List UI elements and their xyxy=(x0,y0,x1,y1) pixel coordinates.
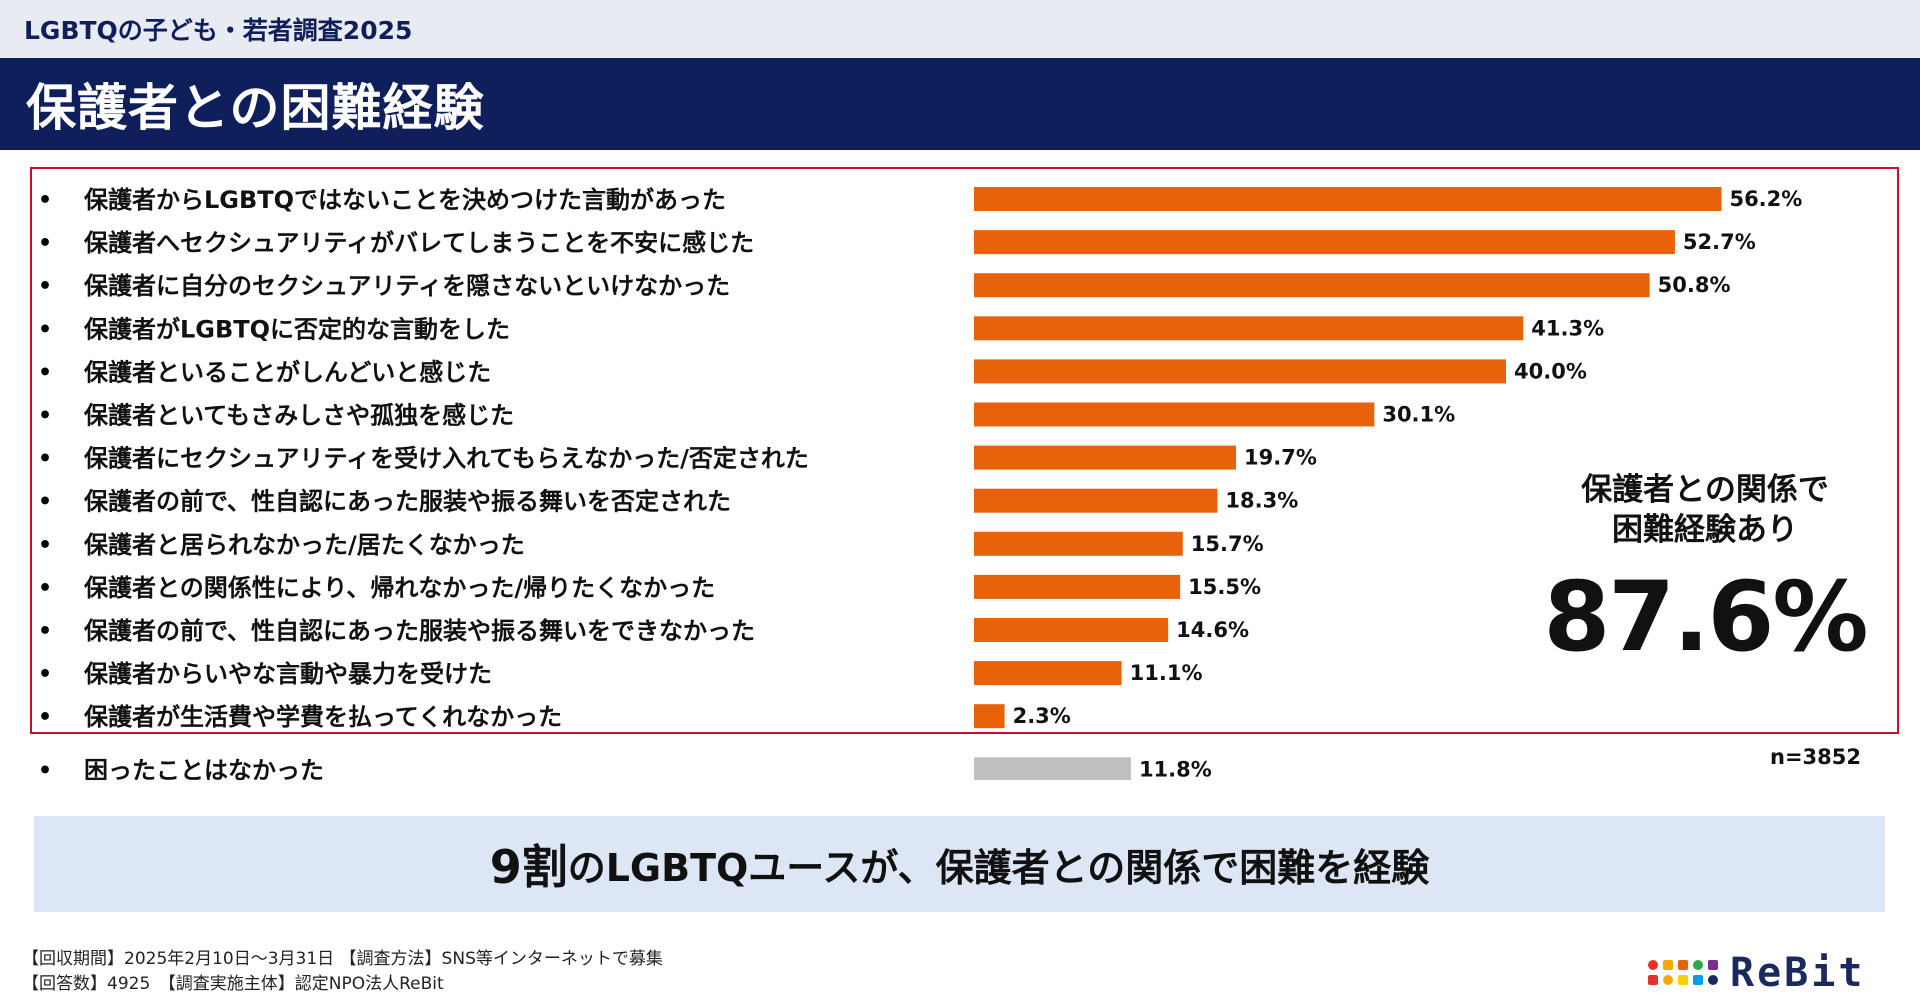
rebit-logo: ReBit xyxy=(1648,950,1865,996)
bar xyxy=(974,359,1506,384)
callout-line-1: 保護者との関係で xyxy=(1581,472,1829,508)
logo-dot xyxy=(1693,974,1703,985)
logo-dot xyxy=(1678,959,1688,970)
value-label: 41.3% xyxy=(1531,316,1604,340)
bullet-marker: • xyxy=(38,317,52,342)
bar xyxy=(974,531,1183,556)
value-label: 30.1% xyxy=(1382,403,1455,427)
category-label: 保護者といることがしんどいと感じた xyxy=(83,358,491,386)
bullet-marker: • xyxy=(38,447,52,472)
value-label: 15.7% xyxy=(1191,532,1264,556)
value-label: 56.2% xyxy=(1729,187,1802,211)
logo-dot xyxy=(1678,974,1688,985)
callout: 保護者との関係で 困難経験あり 87.6% xyxy=(1520,470,1890,672)
footer-collection-info: 【回収期間】2025年2月10日〜3月31日 【調査方法】SNS等インターネット… xyxy=(22,949,663,969)
category-label: 保護者にセクシュアリティを受け入れてもらえなかった/否定された xyxy=(83,445,809,473)
bar xyxy=(974,488,1218,513)
category-label: 保護者が生活費や学費を払ってくれなかった xyxy=(83,703,562,731)
logo-dot xyxy=(1663,974,1673,985)
bar xyxy=(974,574,1181,599)
logo-text: ReBit xyxy=(1730,950,1866,996)
logo-dot xyxy=(1648,959,1658,970)
category-label: 保護者と居られなかった/居たくなかった xyxy=(83,531,525,559)
value-label: 11.1% xyxy=(1130,661,1203,685)
bullet-marker: • xyxy=(38,619,52,644)
category-label: 保護者からいやな言動や暴力を受けた xyxy=(83,660,492,688)
bullet-marker: • xyxy=(38,490,52,515)
bar xyxy=(974,757,1131,780)
page-title: 保護者との困難経験 xyxy=(26,79,485,137)
category-label: 保護者といてもさみしさや孤独を感じた xyxy=(83,402,514,430)
survey-label: LGBTQの子ども・若者調査2025 xyxy=(24,16,413,45)
value-label: 15.5% xyxy=(1188,575,1261,599)
bar-chart: • 保護者からLGBTQではないことを決めつけた言動があった 56.2% • 保護者へセ… xyxy=(38,186,1802,780)
logo-dot xyxy=(1663,959,1673,970)
bar xyxy=(974,618,1169,642)
bullet-marker: • xyxy=(38,705,52,730)
callout-line-2: 困難経験あり xyxy=(1612,512,1798,548)
value-label: 40.0% xyxy=(1514,359,1587,383)
category-label: 保護者へセクシュアリティがバレてしまうことを不安に感じた xyxy=(83,229,754,257)
logo-dot xyxy=(1708,974,1718,985)
category-label: 保護者との関係性により、帰れなかった/帰りたくなかった xyxy=(83,574,715,602)
callout-value: 87.6% xyxy=(1543,561,1868,673)
bar xyxy=(974,445,1237,470)
survey-header: LGBTQの子ども・若者調査2025 xyxy=(0,0,1920,58)
bar xyxy=(974,230,1675,255)
value-label: 52.7% xyxy=(1683,230,1756,254)
bar xyxy=(974,187,1722,211)
bullet-marker: • xyxy=(38,188,52,213)
value-label: 11.8% xyxy=(1139,757,1212,780)
value-label: 18.3% xyxy=(1225,489,1298,513)
bullet-marker: • xyxy=(38,533,52,558)
title-bar: 保護者との困難経験 xyxy=(0,58,1920,150)
summary-text: のLGBTQユースが、保護者との関係で困難を経験 xyxy=(567,845,1430,890)
value-label: 14.6% xyxy=(1176,618,1249,642)
value-label: 2.3% xyxy=(1013,704,1071,728)
bullet-marker: • xyxy=(38,360,52,385)
category-label: 保護者の前で、性自認にあった服装や振る舞いをできなかった xyxy=(83,617,755,645)
bar xyxy=(974,273,1650,298)
bullet-marker: • xyxy=(38,231,52,256)
category-label: 困ったことはなかった xyxy=(84,756,324,780)
logo-dot xyxy=(1648,974,1658,985)
bullet-marker: • xyxy=(38,274,52,299)
category-label: 保護者に自分のセクシュアリティを隠さないといけなかった xyxy=(83,272,730,300)
bullet-marker: • xyxy=(38,662,52,687)
summary-highlight: 9割 xyxy=(489,840,568,894)
bar xyxy=(974,661,1122,686)
bullet-marker: • xyxy=(38,758,52,780)
bullet-marker: • xyxy=(38,576,52,601)
sample-size-label: n=3852 xyxy=(1770,745,1861,769)
bar xyxy=(974,704,1005,729)
bar xyxy=(974,316,1524,341)
category-label: 保護者がLGBTQに否定的な言動をした xyxy=(83,315,510,343)
logo-dot xyxy=(1708,959,1718,970)
summary-banner: 9割 のLGBTQユースが、保護者との関係で困難を経験 xyxy=(34,816,1885,912)
category-label: 保護者からLGBTQではないことを決めつけた言動があった xyxy=(83,186,726,214)
footer-respondent-info: 【回答数】4925 【調査実施主体】認定NPO法人ReBit xyxy=(22,974,444,994)
value-label: 50.8% xyxy=(1658,273,1731,297)
bar xyxy=(974,402,1375,427)
logo-dot xyxy=(1693,959,1703,970)
category-label: 保護者の前で、性自認にあった服装や振る舞いを否定された xyxy=(83,488,731,516)
value-label: 19.7% xyxy=(1244,446,1317,470)
bullet-marker: • xyxy=(38,404,52,429)
logo-dots-icon xyxy=(1648,959,1720,987)
difficulty-highlight-frame xyxy=(30,167,1899,734)
